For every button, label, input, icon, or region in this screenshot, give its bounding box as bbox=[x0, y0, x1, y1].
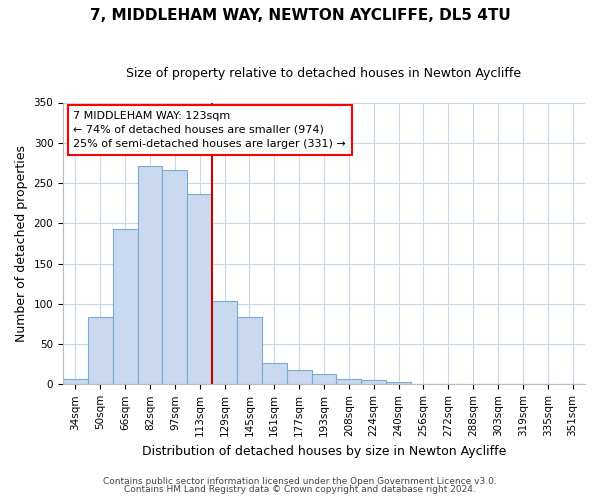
Bar bbox=[361, 380, 386, 384]
Y-axis label: Number of detached properties: Number of detached properties bbox=[15, 145, 28, 342]
Text: Contains public sector information licensed under the Open Government Licence v3: Contains public sector information licen… bbox=[103, 477, 497, 486]
Bar bbox=[137, 166, 163, 384]
Bar bbox=[386, 382, 411, 384]
Title: Size of property relative to detached houses in Newton Aycliffe: Size of property relative to detached ho… bbox=[127, 68, 521, 80]
Bar bbox=[212, 302, 237, 384]
Text: Contains HM Land Registry data © Crown copyright and database right 2024.: Contains HM Land Registry data © Crown c… bbox=[124, 485, 476, 494]
Bar bbox=[63, 380, 88, 384]
Text: 7, MIDDLEHAM WAY, NEWTON AYCLIFFE, DL5 4TU: 7, MIDDLEHAM WAY, NEWTON AYCLIFFE, DL5 4… bbox=[89, 8, 511, 22]
Bar bbox=[113, 229, 137, 384]
Bar bbox=[163, 170, 187, 384]
Bar bbox=[262, 362, 287, 384]
Bar bbox=[337, 378, 361, 384]
Text: 7 MIDDLEHAM WAY: 123sqm
← 74% of detached houses are smaller (974)
25% of semi-d: 7 MIDDLEHAM WAY: 123sqm ← 74% of detache… bbox=[73, 111, 346, 149]
Bar bbox=[88, 316, 113, 384]
Bar bbox=[287, 370, 311, 384]
Bar bbox=[237, 316, 262, 384]
X-axis label: Distribution of detached houses by size in Newton Aycliffe: Distribution of detached houses by size … bbox=[142, 444, 506, 458]
Bar bbox=[311, 374, 337, 384]
Bar bbox=[187, 194, 212, 384]
